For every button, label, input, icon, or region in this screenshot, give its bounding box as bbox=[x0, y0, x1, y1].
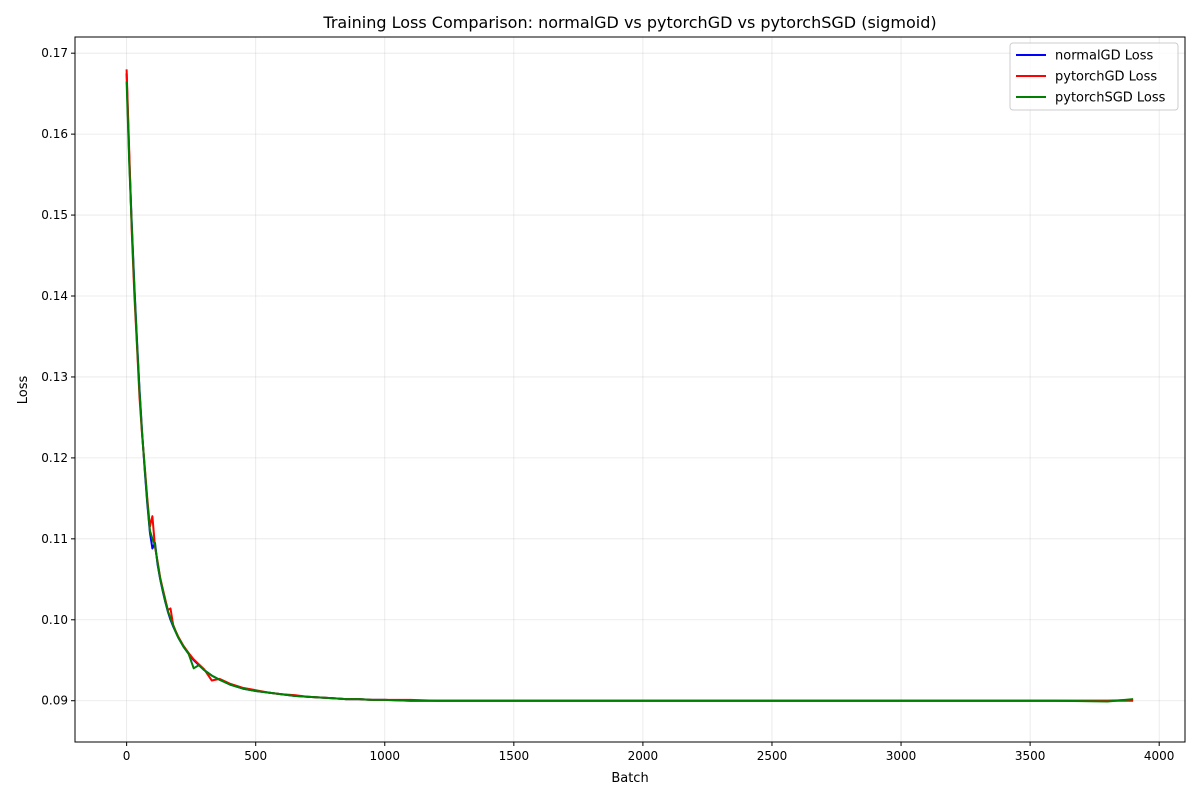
legend: normalGD Loss pytorchGD Loss pytorchSGD Lo… bbox=[1009, 42, 1179, 111]
y-tick-label: 0.14 bbox=[41, 289, 68, 303]
y-axis-label: Loss bbox=[16, 376, 31, 405]
x-tick-label: 2000 bbox=[628, 749, 659, 763]
legend-label: normalGD Loss bbox=[1055, 49, 1154, 64]
x-axis-label: Batch bbox=[611, 771, 648, 786]
y-tick-label: 0.10 bbox=[41, 613, 68, 627]
y-tick-label: 0.15 bbox=[41, 208, 68, 222]
x-axis-ticks: 0 500 1000 1500 2000 2500 3000 3500 4000 bbox=[123, 742, 1175, 763]
x-tick-label: 4000 bbox=[1144, 749, 1175, 763]
chart-title: Training Loss Comparison: normalGD vs py… bbox=[322, 13, 936, 32]
plot-frame bbox=[74, 36, 1186, 743]
y-tick-label: 0.09 bbox=[41, 694, 68, 708]
x-tick-label: 1000 bbox=[369, 749, 400, 763]
y-tick-label: 0.17 bbox=[41, 46, 68, 60]
x-tick-label: 500 bbox=[244, 749, 267, 763]
y-axis-ticks: 0.09 0.10 0.11 0.12 0.13 0.14 0.15 0.16 0.17 bbox=[41, 46, 75, 708]
legend-box bbox=[1009, 42, 1179, 111]
x-tick-label: 2500 bbox=[757, 749, 788, 763]
series-lines bbox=[125, 69, 1134, 703]
x-tick-label: 3500 bbox=[1015, 749, 1046, 763]
y-tick-label: 0.12 bbox=[41, 451, 68, 465]
legend-label: pytorchSGD Loss bbox=[1055, 91, 1166, 106]
y-tick-label: 0.13 bbox=[41, 370, 68, 384]
legend-label: pytorchGD Loss bbox=[1055, 70, 1157, 85]
grid bbox=[75, 37, 1185, 742]
pytorchsgd-loss-line bbox=[125, 81, 1134, 703]
y-tick-label: 0.16 bbox=[41, 127, 68, 141]
y-tick-label: 0.11 bbox=[41, 532, 68, 546]
x-tick-label: 1500 bbox=[499, 749, 530, 763]
x-tick-label: 0 bbox=[123, 749, 131, 763]
x-tick-label: 3000 bbox=[886, 749, 917, 763]
